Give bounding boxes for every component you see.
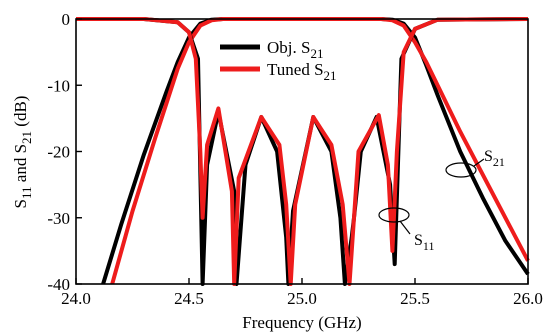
- annotation-s21-leader: [473, 158, 485, 167]
- legend-label-tuned: Tuned S21: [267, 60, 337, 83]
- y-tick-label: -40: [47, 275, 70, 294]
- x-tick-label: 25.5: [400, 289, 430, 308]
- legend: Obj. S21 Tuned S21: [220, 38, 337, 83]
- x-axis-title: Frequency (GHz): [242, 313, 361, 332]
- annotation-s21-ellipse: [445, 162, 477, 178]
- y-tick-label: -30: [47, 209, 70, 228]
- x-tick-label: 24.5: [174, 289, 204, 308]
- annotation-s11-leader: [399, 220, 411, 235]
- y-tick-label: 0: [62, 10, 71, 29]
- y-tick-label: -20: [47, 143, 70, 162]
- y-axis-title: S11 and S21 (dB): [11, 96, 34, 209]
- x-tick-label: 24.0: [61, 289, 91, 308]
- x-tick-label: 25.0: [287, 289, 317, 308]
- legend-label-obj: Obj. S21: [267, 38, 323, 61]
- annotation-s11: S11: [378, 207, 434, 253]
- annotation-s11-label: S11: [414, 232, 434, 253]
- ticks-layer: 24.0 24.5 25.0 25.5 26.0 0 -10 -20 -30 -40: [47, 10, 543, 308]
- annotation-s11-ellipse: [378, 207, 410, 223]
- annotation-s21-label: S21: [484, 148, 505, 169]
- y-tick-label: -10: [47, 76, 70, 95]
- annotation-s21: S21: [445, 148, 505, 178]
- x-tick-label: 26.0: [513, 289, 543, 308]
